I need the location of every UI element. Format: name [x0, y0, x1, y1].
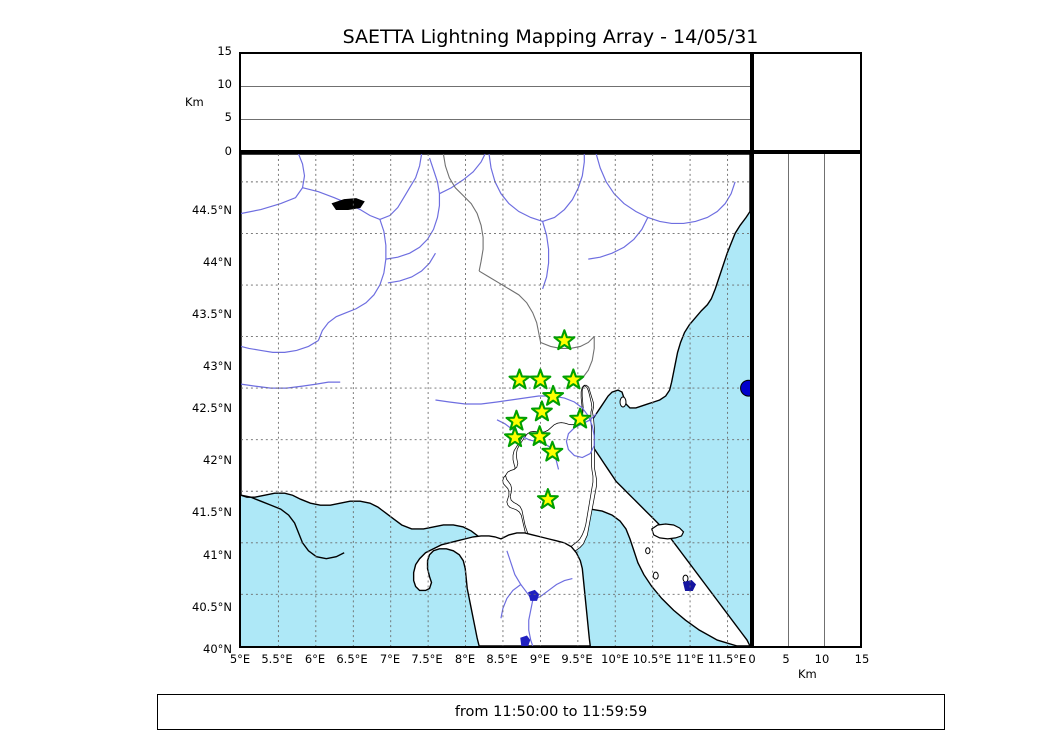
top-ytick-5: 5 [224, 110, 232, 124]
map-xtick-11-5: 11.5°E [707, 652, 747, 666]
station-marker-station-06[interactable] [505, 409, 528, 431]
station-marker-station-12[interactable] [536, 488, 559, 510]
top-ytick-10: 10 [217, 77, 232, 91]
map-canvas [241, 154, 750, 646]
station-marker-station-04[interactable] [562, 368, 585, 390]
map-xtick-6-5: 6.5°E [336, 652, 368, 666]
gridline-alt-10 [241, 86, 750, 87]
map-ytick-43-5: 43.5°N [192, 307, 232, 321]
map-ytick-41: 41°N [203, 548, 232, 562]
right-xtick-0: 0 [748, 652, 756, 666]
right-xlabel-km: Km [798, 667, 817, 681]
landmass-sardinia [412, 532, 591, 646]
top-projection-panel[interactable] [239, 52, 752, 152]
time-range-statusbar[interactable]: from 11:50:00 to 11:59:59 [157, 694, 945, 730]
gridline-alt-5 [241, 119, 750, 120]
map-ytick-43: 43°N [203, 359, 232, 373]
lake-sardinia-2 [520, 635, 531, 646]
gridline-km-10 [824, 154, 825, 646]
island-capraia [619, 396, 627, 408]
lake-sardinia-1 [528, 589, 540, 601]
map-xtick-9: 9°E [529, 652, 551, 666]
time-range-text: from 11:50:00 to 11:59:59 [454, 704, 648, 720]
top-ytick-15: 15 [217, 44, 232, 58]
map-xtick-11: 11°E [676, 652, 704, 666]
blue-source-dot[interactable] [740, 379, 750, 397]
station-marker-station-10[interactable] [528, 425, 551, 447]
map-xtick-6: 6°E [304, 652, 326, 666]
gridline-km-5 [788, 154, 789, 646]
map-xtick-8-5: 8.5°E [486, 652, 518, 666]
corner-panel[interactable] [752, 52, 862, 152]
map-xtick-7-5: 7.5°E [411, 652, 443, 666]
landmass-mainland [241, 154, 750, 646]
station-marker-station-07[interactable] [530, 400, 553, 422]
river-sardinia [500, 550, 573, 646]
map-xtick-7: 7°E [379, 652, 401, 666]
map-ytick-42: 42°N [203, 453, 232, 467]
island-small-2 [652, 571, 659, 580]
coastline-liguria [241, 494, 345, 560]
map-ytick-42-5: 42.5°N [192, 401, 232, 415]
map-ytick-40: 40°N [203, 642, 232, 656]
map-ytick-40-5: 40.5°N [192, 600, 232, 614]
map-ytick-41-5: 41.5°N [192, 505, 232, 519]
station-marker-station-09[interactable] [504, 426, 526, 448]
map-xtick-10-5: 10.5°E [632, 652, 672, 666]
station-marker-station-08[interactable] [569, 407, 592, 429]
island-small-3 [682, 574, 689, 583]
right-xtick-10: 10 [814, 652, 830, 666]
right-xtick-15: 15 [854, 652, 870, 666]
station-marker-station-05[interactable] [542, 384, 565, 406]
top-ylabel-km: Km [185, 95, 204, 109]
island-elba [651, 523, 685, 540]
top-ytick-0: 0 [224, 144, 232, 158]
station-marker-station-02[interactable] [508, 368, 531, 390]
page-title: SAETTA Lightning Mapping Array - 14/05/3… [342, 26, 759, 48]
source-markers-layer [740, 379, 750, 397]
station-marker-station-01[interactable] [553, 329, 576, 351]
island-small-1 [645, 547, 651, 555]
right-xtick-5: 5 [782, 652, 790, 666]
map-ytick-44-5: 44.5°N [192, 203, 232, 217]
map-xtick-5: 5°E [229, 652, 251, 666]
map-ytick-44: 44°N [203, 255, 232, 269]
map-xtick-10: 10°E [601, 652, 629, 666]
map-gridlines [241, 154, 750, 646]
right-projection-panel[interactable] [752, 152, 862, 648]
station-marker-station-03[interactable] [529, 368, 552, 390]
map-xtick-5-5: 5.5°E [261, 652, 293, 666]
station-marker-station-11[interactable] [541, 440, 564, 462]
lake-tuscany [682, 579, 697, 591]
station-markers-layer [504, 329, 592, 510]
lake-north [331, 198, 365, 211]
map-panel[interactable] [239, 152, 752, 648]
map-xtick-9-5: 9.5°E [561, 652, 593, 666]
map-xtick-8: 8°E [454, 652, 476, 666]
